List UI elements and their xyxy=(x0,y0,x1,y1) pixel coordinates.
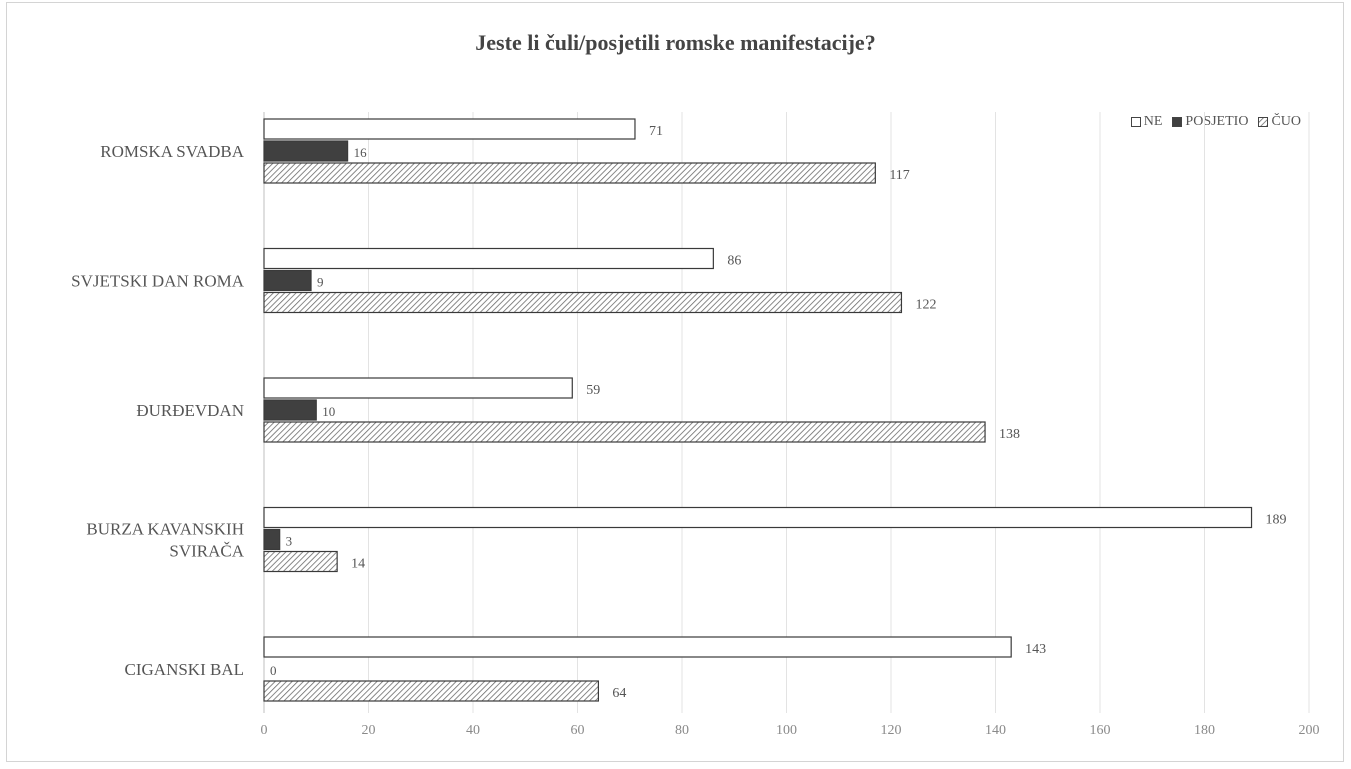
data-label: 3 xyxy=(286,534,293,549)
bar xyxy=(263,140,349,162)
legend-label-posjetio: POSJETIO xyxy=(1185,114,1249,129)
data-label: 143 xyxy=(1025,642,1046,657)
bar xyxy=(263,550,338,573)
x-tick-label: 40 xyxy=(466,723,480,738)
legend-item-posjetio: POSJETIO xyxy=(1172,114,1248,130)
x-tick-label: 80 xyxy=(675,723,689,738)
x-tick-label: 180 xyxy=(1194,723,1215,738)
chart-frame xyxy=(6,2,1344,762)
data-label: 86 xyxy=(727,254,741,269)
legend: NE POSJETIO ČUO xyxy=(1130,114,1301,130)
bar xyxy=(263,377,573,399)
legend-swatch-solid-icon xyxy=(1172,117,1183,127)
bar xyxy=(263,118,636,140)
bar xyxy=(263,247,714,270)
category-label: BURZA KAVANSKIH xyxy=(86,520,244,539)
data-label: 14 xyxy=(351,557,365,572)
bar xyxy=(263,269,312,292)
category-label: ROMSKA SVADBA xyxy=(100,142,244,161)
bar xyxy=(263,399,317,421)
x-tick-label: 100 xyxy=(776,723,797,738)
data-label: 9 xyxy=(317,275,324,290)
x-tick-label: 160 xyxy=(1090,723,1111,738)
chart-title: Jeste li čuli/posjetili romske manifesta… xyxy=(475,30,876,55)
x-tick-label: 140 xyxy=(985,723,1006,738)
data-label: 138 xyxy=(999,427,1020,442)
data-label: 64 xyxy=(612,686,626,701)
category-label: SVIRAČA xyxy=(169,542,244,561)
legend-label-ne: NE xyxy=(1143,114,1163,129)
x-tick-label: 20 xyxy=(362,723,376,738)
data-label: 10 xyxy=(322,404,335,419)
data-label: 189 xyxy=(1266,513,1287,528)
legend-item-ne: NE xyxy=(1130,114,1163,130)
x-tick-label: 200 xyxy=(1299,723,1320,738)
category-label: ĐURĐEVDAN xyxy=(136,401,244,420)
x-tick-label: 120 xyxy=(881,723,902,738)
bar xyxy=(263,636,1012,658)
category-label: SVJETSKI DAN ROMA xyxy=(71,272,245,291)
data-label: 117 xyxy=(889,168,909,183)
data-label: 59 xyxy=(586,383,600,398)
data-label: 71 xyxy=(649,124,663,139)
x-tick-label: 0 xyxy=(261,723,268,738)
x-tick-label: 60 xyxy=(571,723,585,738)
data-label: 16 xyxy=(354,145,368,160)
data-label: 0 xyxy=(270,663,277,678)
bar xyxy=(263,680,599,702)
legend-item-cuo: ČUO xyxy=(1258,114,1301,130)
category-label: CIGANSKI BAL xyxy=(125,660,244,679)
legend-swatch-empty-icon xyxy=(1130,117,1141,127)
data-label: 122 xyxy=(915,298,936,313)
bar xyxy=(263,506,1253,529)
bar xyxy=(263,421,986,443)
bar xyxy=(263,528,281,551)
legend-label-cuo: ČUO xyxy=(1271,114,1301,129)
legend-swatch-hatched-icon xyxy=(1258,117,1269,127)
bar xyxy=(263,291,903,314)
bar xyxy=(263,162,876,184)
